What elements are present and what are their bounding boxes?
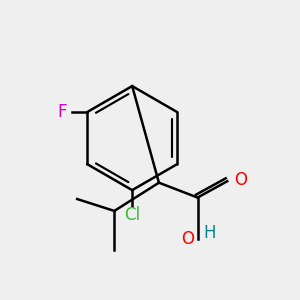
Text: H: H <box>203 224 215 242</box>
Text: O: O <box>234 171 247 189</box>
Text: Cl: Cl <box>124 206 140 224</box>
Text: F: F <box>57 103 67 121</box>
Text: O: O <box>181 230 194 248</box>
